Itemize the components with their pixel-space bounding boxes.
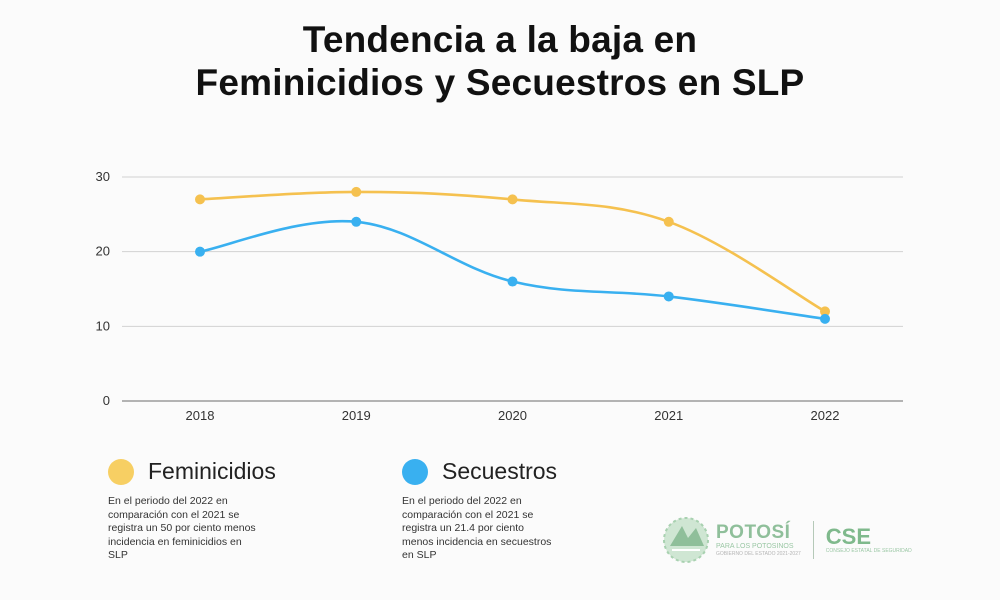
footer-logos: POTOSÍ PARA LOS POTOSINOS GOBIERNO DEL E… [662,512,912,568]
y-tick-label: 0 [103,393,110,408]
y-tick-label: 10 [96,318,110,333]
title-line-2: Feminicidios y Secuestros en SLP [195,62,805,103]
secuestros-legend-dot [402,458,428,485]
title-line-1: Tendencia a la baja en [302,19,698,60]
feminicidios-legend-label: Feminicidios [148,458,276,484]
secuestros-point-2018 [195,246,205,257]
secuestros-point-2019 [351,216,362,227]
x-tick-label: 2022 [811,408,840,423]
cse-logo-text: CSE [825,524,872,549]
page-title: Tendencia a la baja en Feminicidios y Se… [0,18,1000,104]
potosi-logo-subtitle: PARA LOS POTOSINOS [716,542,794,550]
potosi-logo-icon [663,517,709,563]
legend-secuestros: Secuestros En el periodo del 2022 en com… [402,458,557,563]
feminicidios-point-2019 [351,186,362,197]
feminicidios-point-2022 [820,306,830,317]
potosi-logo-text: POTOSÍ [716,521,791,543]
y-tick-label: 20 [96,244,110,259]
x-tick-label: 2020 [498,408,527,423]
secuestros-series-line [198,219,827,321]
x-tick-label: 2019 [342,408,371,423]
secuestros-point-2022 [820,313,830,324]
y-tick-label: 30 [96,169,110,184]
secuestros-note: En el periodo del 2022 en comparación co… [402,495,552,561]
feminicidios-point-2020 [507,194,518,205]
x-tick-label: 2018 [186,408,215,423]
cse-logo-subtitle: CONSEJO ESTATAL DE SEGURIDAD [825,548,912,554]
potosi-logo-subtitle-2: GOBIERNO DEL ESTADO 2021-2027 [716,550,801,557]
x-tick-label: 2021 [654,408,683,423]
feminicidios-point-2021 [663,216,674,227]
logo-divider [812,521,814,559]
legend-feminicidios: Feminicidios En el periodo del 2022 en c… [108,458,276,563]
secuestros-legend-label: Secuestros [442,458,558,484]
secuestros-point-2020 [507,276,518,287]
feminicidios-legend-dot [108,458,134,485]
feminicidios-note: En el periodo del 2022 en comparación co… [108,495,256,561]
feminicidios-point-2018 [195,194,205,205]
secuestros-point-2021 [663,291,674,302]
